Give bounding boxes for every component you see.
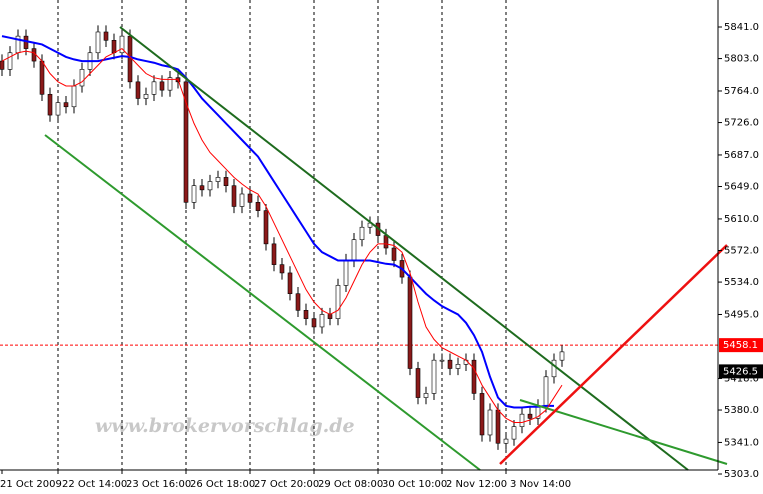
candle-body <box>263 210 269 245</box>
candle-body <box>559 351 565 361</box>
candle-body <box>63 102 69 108</box>
candle-body <box>527 413 533 419</box>
candle-body <box>479 393 485 436</box>
candle-body <box>519 413 525 427</box>
candle-body <box>303 310 309 319</box>
moving-average <box>1 47 563 423</box>
y-tick-label: 5649.0 <box>724 182 759 193</box>
candle-body <box>487 409 493 436</box>
y-tick-label: 5341.0 <box>724 437 759 448</box>
x-tick-label: 27 Oct 20:00 <box>254 479 319 490</box>
candle-body <box>191 185 197 203</box>
candle-body <box>447 359 453 369</box>
current-price-box <box>719 364 763 379</box>
candle-body <box>239 193 245 207</box>
price-label-box <box>719 338 763 353</box>
candle-body <box>215 177 221 182</box>
y-tick-label: 5572.0 <box>724 246 759 257</box>
y-tick-label: 5303.0 <box>724 469 759 480</box>
candle-body <box>167 77 173 91</box>
y-tick-label: 5418.0 <box>724 373 759 384</box>
candle-body <box>495 409 501 444</box>
price-label: 5458.1 <box>723 340 758 351</box>
candle-body <box>295 293 301 311</box>
candle-body <box>311 318 317 328</box>
x-tick-label: 3 Nov 14:00 <box>510 479 571 490</box>
candle-body <box>391 247 397 261</box>
candle-body <box>47 94 53 116</box>
y-tick-label: 5841.0 <box>724 22 759 33</box>
candle-body <box>95 31 101 54</box>
candle-body <box>407 276 413 369</box>
x-tick-label: 26 Oct 18:00 <box>190 479 255 490</box>
candle-body <box>223 177 229 186</box>
y-tick-label: 5610.0 <box>724 214 759 225</box>
support-line <box>499 244 728 465</box>
candle-body <box>143 94 149 99</box>
candle-body <box>543 376 549 407</box>
candle-body <box>287 272 293 295</box>
x-tick-label: 23 Oct 16:00 <box>126 479 191 490</box>
candle-body <box>471 359 477 394</box>
candle-body <box>103 31 109 41</box>
candle-body <box>71 85 77 108</box>
candle-body <box>79 69 85 87</box>
candle-body <box>271 243 277 265</box>
candle-body <box>207 181 213 191</box>
candle-body <box>511 426 517 440</box>
candle-body <box>39 60 45 95</box>
x-tick-label: 30 Oct 10:00 <box>382 479 447 490</box>
candle-body <box>503 438 509 444</box>
candle-body <box>151 81 157 95</box>
channel-lower <box>44 134 481 471</box>
moving-average <box>1 35 554 409</box>
x-tick-label: 2 Nov 12:00 <box>446 479 507 490</box>
candle-body <box>335 285 341 319</box>
candle-body <box>343 260 349 286</box>
y-tick-label: 5687.0 <box>724 150 759 161</box>
candle-body <box>279 264 285 274</box>
candle-body <box>551 359 557 378</box>
candle-body <box>351 239 357 261</box>
candle-body <box>431 359 437 394</box>
candle-body <box>423 393 429 398</box>
candle-body <box>183 81 189 203</box>
candle-body <box>199 185 205 191</box>
current-price-label: 5426.5 <box>723 366 758 377</box>
candle-body <box>55 102 61 116</box>
candle-body <box>0 60 5 70</box>
candle-body <box>255 202 261 211</box>
watermark: www.brokervorschlag.de <box>95 415 355 437</box>
candle-body <box>119 35 125 54</box>
candle-body <box>327 314 333 319</box>
x-tick-label: 22 Oct 14:00 <box>62 479 127 490</box>
x-tick-label: 29 Oct 08:00 <box>318 479 383 490</box>
candle-body <box>383 235 389 249</box>
candle-body <box>247 193 253 203</box>
candle-body <box>319 314 325 328</box>
candle-body <box>111 39 117 54</box>
y-tick-label: 5803.0 <box>724 54 759 65</box>
candle-body <box>231 185 237 207</box>
candle-body <box>415 368 421 398</box>
y-tick-label: 5495.0 <box>724 309 759 320</box>
y-tick-label: 5380.0 <box>724 405 759 416</box>
y-tick-label: 5534.0 <box>724 277 759 288</box>
candle-body <box>7 52 13 70</box>
channel-upper <box>119 26 689 471</box>
y-tick-label: 5764.0 <box>724 86 759 97</box>
candle-body <box>159 81 165 91</box>
y-tick-label: 5726.0 <box>724 118 759 129</box>
candle-body <box>455 364 461 369</box>
candle-body <box>439 359 445 362</box>
candle-body <box>135 81 141 99</box>
x-tick-label: 21 Oct 2009 <box>0 479 62 490</box>
candle-body <box>359 226 365 241</box>
